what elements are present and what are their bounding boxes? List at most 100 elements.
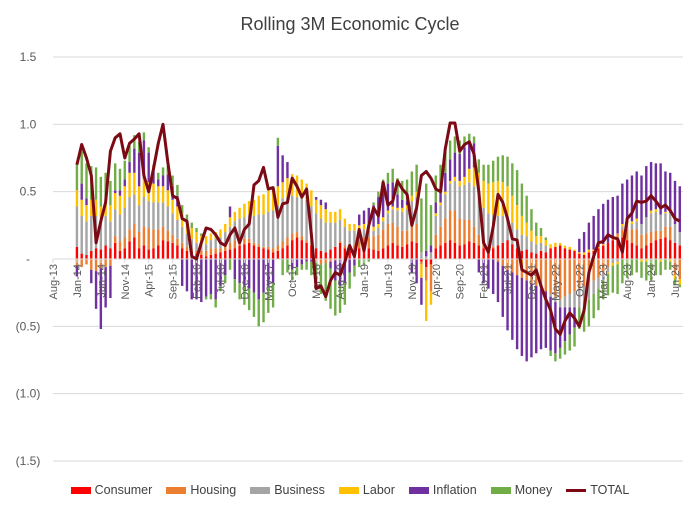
bar-consumer — [295, 237, 299, 259]
bar-money — [448, 140, 452, 160]
bar-inflation — [276, 145, 280, 187]
bar-consumer — [511, 244, 514, 259]
bar-labor — [640, 259, 643, 262]
bar-housing — [506, 259, 509, 270]
bar-housing — [262, 246, 265, 249]
bar-labor — [606, 272, 610, 274]
bar-labor — [439, 202, 442, 206]
bar-consumer — [530, 252, 533, 259]
bar-consumer — [678, 245, 681, 259]
bar-consumer — [558, 245, 562, 259]
bar-housing — [85, 259, 88, 265]
bar-business — [482, 207, 485, 243]
bar-business — [104, 215, 107, 246]
bar-consumer — [625, 240, 629, 259]
bar-inflation — [348, 259, 351, 273]
bar-money — [118, 168, 122, 191]
bar-consumer — [185, 250, 189, 259]
bar-consumer — [94, 248, 98, 259]
bar-inflation — [243, 259, 246, 286]
bar-housing — [291, 233, 294, 241]
bar-business — [152, 202, 155, 230]
legend-label: Money — [514, 483, 553, 497]
bar-housing — [592, 259, 595, 281]
bar-labor — [310, 190, 313, 207]
bar-labor — [501, 182, 504, 216]
legend-item-consumer: Consumer — [70, 483, 152, 497]
bar-labor — [166, 190, 170, 207]
bar-business — [654, 211, 658, 231]
bar-consumer — [329, 249, 332, 259]
bar-consumer — [109, 248, 112, 259]
bar-money — [358, 259, 361, 268]
bar-consumer — [391, 242, 394, 259]
bar-labor — [362, 223, 366, 230]
bar-consumer — [334, 246, 337, 259]
bar-labor — [463, 176, 466, 185]
bar-business — [161, 202, 165, 227]
bar-business — [649, 213, 653, 233]
bar-inflation — [99, 268, 103, 330]
bar-consumer — [305, 242, 308, 259]
bar-labor — [558, 242, 562, 246]
bar-money — [482, 164, 485, 181]
bar-money — [511, 163, 514, 196]
bar-business — [568, 294, 571, 308]
bar-labor — [204, 236, 208, 245]
bar-money — [180, 205, 184, 214]
bar-housing — [94, 259, 98, 272]
bar-inflation — [305, 259, 308, 262]
bar-housing — [99, 259, 103, 269]
bar-business — [401, 211, 404, 231]
bar-business — [448, 183, 452, 211]
bar-business — [114, 209, 117, 237]
bar-labor — [372, 226, 375, 231]
bar-business — [176, 219, 179, 239]
bar-housing — [319, 259, 323, 265]
legend-swatch — [490, 486, 511, 494]
bar-inflation — [491, 259, 495, 295]
bar-housing — [669, 226, 672, 241]
bar-consumer — [573, 250, 576, 259]
bar-business — [90, 215, 93, 251]
bar-labor — [99, 206, 103, 223]
bar-money — [635, 259, 638, 273]
bar-consumer — [137, 248, 141, 259]
bar-business — [520, 234, 524, 251]
bar-consumer — [204, 256, 208, 259]
bar-business — [276, 205, 280, 246]
bar-business — [386, 213, 390, 224]
bar-consumer — [166, 241, 170, 259]
bar-consumer — [654, 240, 658, 259]
x-tick-label: Apr-20 — [431, 264, 443, 297]
bar-labor — [343, 218, 347, 227]
bar-labor — [525, 222, 528, 237]
bar-consumer — [161, 240, 165, 259]
bar-labor — [75, 190, 79, 207]
bar-consumer — [209, 254, 213, 259]
bar-labor — [530, 230, 533, 242]
bar-money — [257, 299, 260, 327]
bar-consumer — [468, 241, 471, 259]
bar-money — [377, 191, 380, 198]
bar-business — [224, 232, 227, 246]
bar-business — [271, 210, 275, 249]
y-tick-label: (1.5) — [16, 454, 41, 468]
bar-labor — [554, 242, 557, 247]
bar-inflation — [319, 199, 323, 206]
bar-housing — [582, 259, 586, 286]
bar-housing — [252, 242, 256, 246]
bar-money — [386, 172, 390, 184]
bar-business — [133, 194, 136, 224]
bar-housing — [204, 250, 208, 257]
bar-inflation — [592, 215, 595, 250]
bar-housing — [267, 246, 270, 250]
bar-housing — [539, 259, 543, 289]
bar-money — [582, 307, 586, 332]
bar-housing — [377, 234, 380, 251]
bar-housing — [295, 232, 299, 238]
bar-money — [157, 172, 160, 180]
bar-labor — [444, 191, 447, 195]
bar-housing — [166, 230, 170, 242]
bar-consumer — [405, 244, 409, 259]
